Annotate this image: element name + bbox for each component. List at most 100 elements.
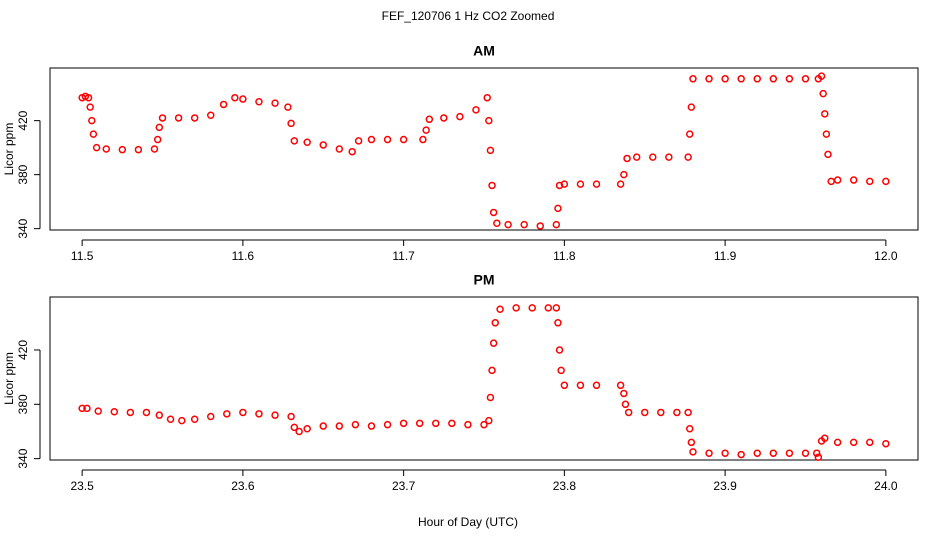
x-tick-label: 23.9 [713, 479, 737, 493]
data-point [271, 99, 279, 107]
data-point [367, 135, 376, 144]
data-point [493, 219, 501, 227]
data-point [290, 423, 299, 432]
data-point [84, 93, 93, 102]
data-point [640, 408, 649, 417]
y-tick-label: 340 [16, 448, 30, 468]
data-point [271, 411, 279, 419]
data-point [448, 419, 456, 428]
data-point [624, 408, 633, 417]
data-point [520, 220, 528, 229]
y-tick-label: 340 [16, 218, 30, 238]
data-point [833, 438, 842, 447]
plot-frame [49, 296, 919, 461]
data-point [785, 75, 794, 83]
data-point [348, 147, 356, 156]
data-point [399, 135, 408, 144]
data-point [737, 75, 745, 83]
panel-title: AM [473, 43, 495, 59]
data-point [620, 170, 628, 179]
data-point [592, 180, 601, 188]
data-point [785, 449, 794, 457]
data-point [456, 112, 464, 121]
data-point [819, 89, 827, 98]
data-point [489, 208, 498, 217]
data-point [206, 111, 215, 119]
data-point [142, 408, 151, 417]
data-point [422, 126, 430, 134]
x-tick-label: 12.0 [874, 249, 898, 263]
data-point [721, 75, 729, 83]
data-point [153, 135, 162, 144]
data-point [801, 449, 810, 457]
x-tick-label: 24.0 [874, 479, 898, 493]
data-point [632, 153, 641, 161]
data-point [657, 408, 665, 417]
data-point [284, 103, 292, 111]
data-point [303, 138, 311, 146]
data-point [616, 381, 625, 390]
data-point [560, 180, 569, 188]
data-point [485, 116, 493, 125]
panel-title: PM [474, 272, 495, 288]
data-point [882, 439, 890, 448]
data-point [94, 407, 102, 415]
data-point [753, 449, 762, 457]
data-point [822, 130, 831, 138]
data-point [83, 404, 91, 413]
data-point [255, 98, 263, 106]
data-point [190, 415, 199, 423]
data-point [801, 75, 810, 83]
data-point [295, 427, 303, 436]
data-point [849, 438, 858, 447]
data-point [737, 450, 745, 459]
x-tick-label: 11.5 [71, 249, 94, 263]
data-point [464, 420, 472, 429]
data-point [528, 304, 536, 312]
data-point [849, 176, 858, 184]
data-point [576, 381, 585, 390]
data-point [833, 176, 842, 184]
data-point [472, 106, 480, 114]
data-point [92, 143, 101, 152]
data-point [665, 153, 673, 161]
y-tick-label: 380 [16, 394, 30, 414]
data-point [319, 422, 328, 430]
data-point [155, 411, 164, 419]
data-point [576, 180, 585, 188]
x-tick-label: 23.8 [553, 479, 577, 493]
data-point [219, 100, 228, 109]
x-tick-label: 23.5 [70, 479, 94, 493]
data-point [102, 145, 111, 153]
data-point [158, 114, 167, 122]
data-point [319, 141, 328, 149]
data-point [512, 304, 520, 312]
data-point [649, 153, 657, 161]
data-point [419, 135, 427, 144]
data-point [491, 319, 500, 327]
x-tick-label: 11.8 [553, 249, 576, 263]
data-point [817, 72, 826, 80]
data-point [155, 123, 164, 132]
data-point [166, 415, 175, 423]
data-point [705, 449, 713, 457]
data-point [554, 319, 562, 327]
data-point [110, 408, 119, 416]
data-point [769, 75, 778, 83]
y-tick-label: 420 [16, 110, 30, 130]
y-tick-label: 380 [16, 164, 30, 184]
data-point [623, 154, 631, 163]
data-point [721, 449, 729, 457]
data-point [134, 145, 143, 154]
data-point [290, 137, 299, 145]
data-point [367, 422, 376, 430]
x-axis-label: Hour of Day (UTC) [418, 515, 518, 529]
data-point [483, 93, 491, 102]
data-point [821, 434, 829, 443]
data-point [118, 145, 127, 154]
data-point [239, 95, 247, 103]
data-point [824, 150, 832, 159]
data-point [554, 204, 562, 213]
data-point [486, 393, 495, 402]
